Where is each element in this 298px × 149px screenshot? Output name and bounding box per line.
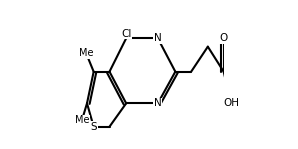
Text: Cl: Cl (121, 29, 131, 39)
Text: S: S (90, 122, 97, 132)
Text: Me: Me (79, 48, 93, 58)
Text: O: O (220, 33, 228, 43)
Text: Me: Me (75, 115, 89, 125)
Text: N: N (154, 98, 162, 108)
Text: N: N (154, 33, 162, 43)
Text: OH: OH (223, 98, 239, 108)
